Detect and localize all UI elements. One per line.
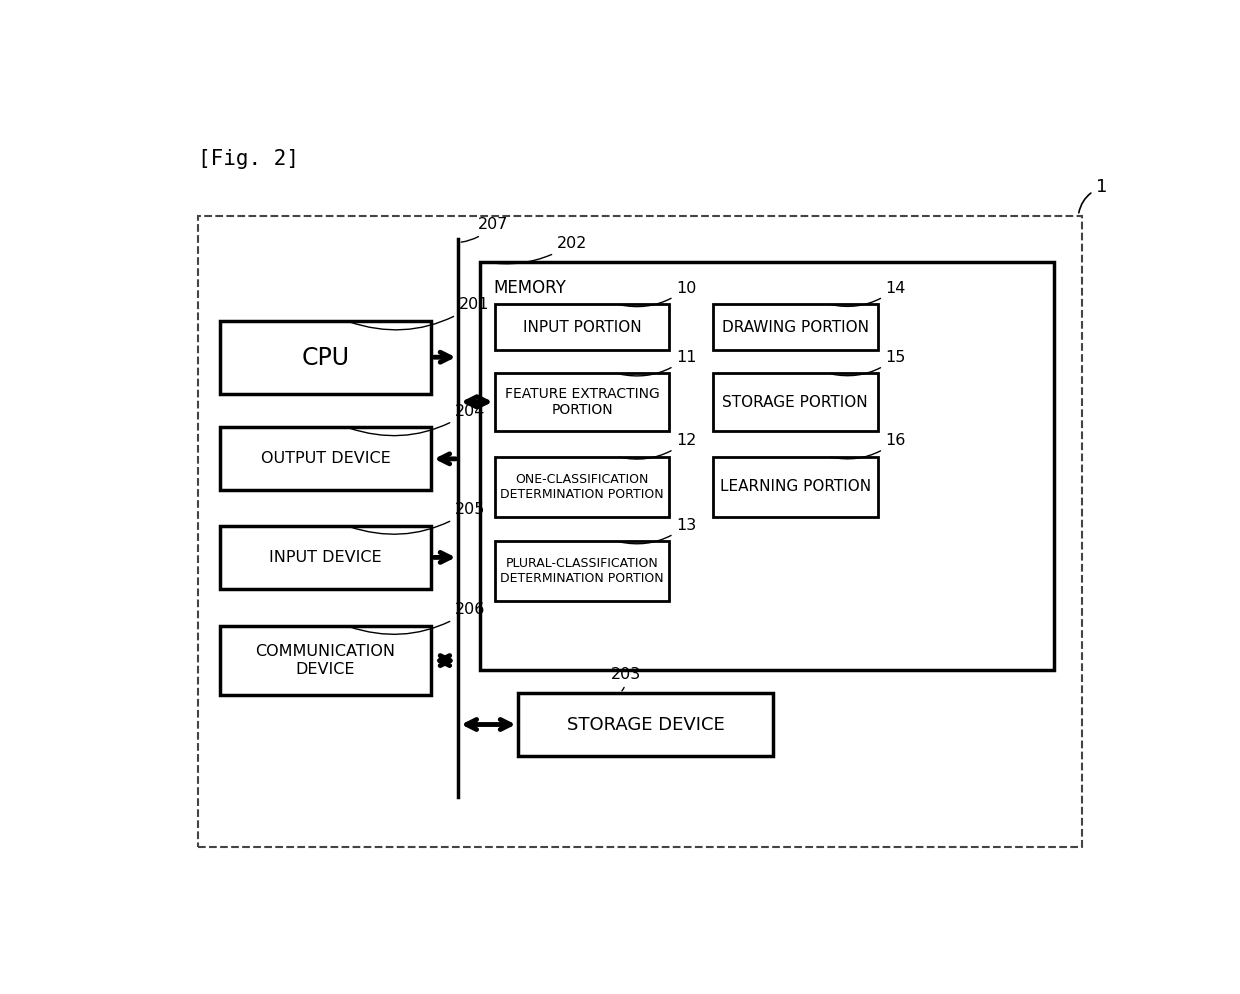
Bar [713, 456, 878, 517]
Text: FEATURE EXTRACTING
PORTION: FEATURE EXTRACTING PORTION [505, 387, 660, 417]
Text: 11: 11 [619, 350, 697, 376]
Bar [713, 374, 878, 431]
Text: LEARNING PORTION: LEARNING PORTION [719, 479, 870, 494]
Bar [495, 542, 668, 601]
Text: 206: 206 [350, 602, 485, 634]
Text: ONE-CLASSIFICATION
DETERMINATION PORTION: ONE-CLASSIFICATION DETERMINATION PORTION [500, 472, 663, 501]
Text: 14: 14 [831, 280, 906, 306]
Text: OUTPUT DEVICE: OUTPUT DEVICE [260, 451, 391, 466]
Bar [219, 427, 432, 490]
Bar [495, 304, 668, 350]
Bar [219, 321, 432, 395]
Bar [495, 456, 668, 517]
Bar [480, 261, 1054, 670]
Text: STORAGE PORTION: STORAGE PORTION [723, 395, 868, 410]
Bar [219, 526, 432, 589]
Text: CPU: CPU [301, 346, 350, 370]
Text: 201: 201 [350, 297, 489, 330]
Text: 1: 1 [1079, 179, 1107, 213]
Text: 10: 10 [619, 280, 697, 306]
Text: 15: 15 [831, 350, 906, 376]
Text: 12: 12 [619, 433, 697, 459]
Bar [219, 626, 432, 695]
Bar [198, 216, 1083, 847]
Text: COMMUNICATION
DEVICE: COMMUNICATION DEVICE [255, 644, 396, 677]
Text: DRAWING PORTION: DRAWING PORTION [722, 320, 869, 335]
Bar [495, 374, 668, 431]
Text: 16: 16 [831, 433, 906, 459]
Bar [518, 693, 773, 756]
Text: INPUT DEVICE: INPUT DEVICE [269, 550, 382, 565]
Bar [713, 304, 878, 350]
Text: STORAGE DEVICE: STORAGE DEVICE [567, 716, 724, 734]
Text: 204: 204 [350, 404, 485, 435]
Text: 13: 13 [619, 518, 697, 544]
Text: 207: 207 [461, 218, 508, 243]
Text: MEMORY: MEMORY [494, 278, 567, 296]
Text: INPUT PORTION: INPUT PORTION [523, 320, 641, 335]
Text: 202: 202 [486, 236, 588, 263]
Text: PLURAL-CLASSIFICATION
DETERMINATION PORTION: PLURAL-CLASSIFICATION DETERMINATION PORT… [500, 558, 663, 585]
Text: 203: 203 [611, 667, 641, 691]
Text: 205: 205 [350, 502, 485, 534]
Text: [Fig. 2]: [Fig. 2] [198, 148, 299, 169]
